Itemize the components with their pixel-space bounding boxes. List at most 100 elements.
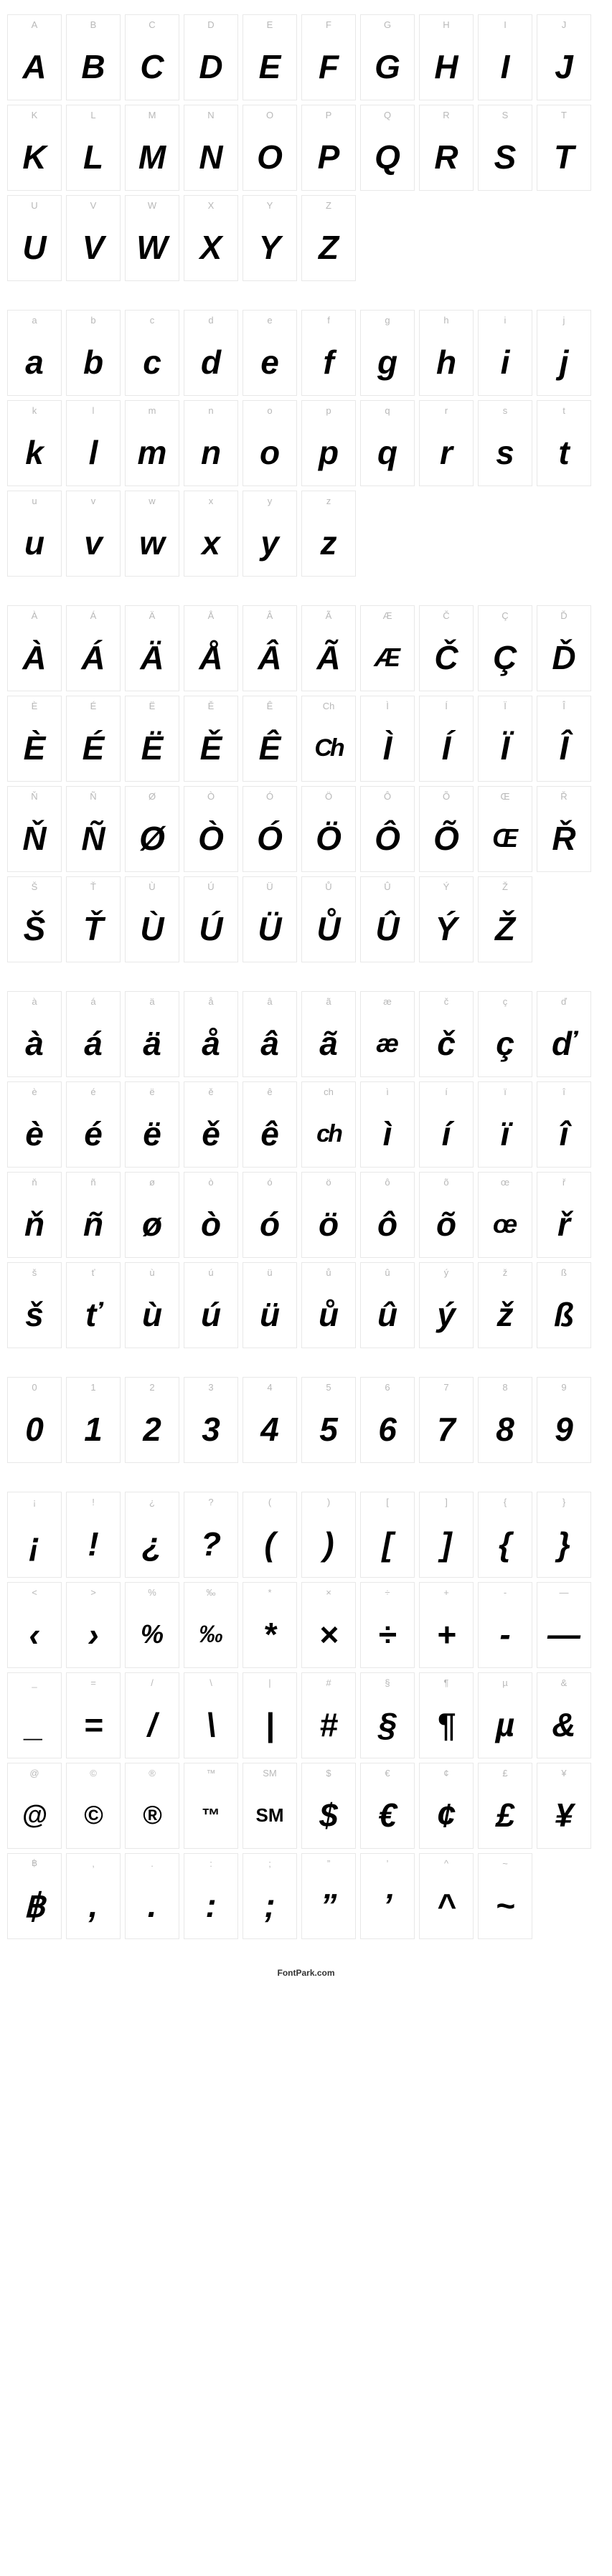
glyph: ÷ [361, 1601, 414, 1667]
glyph-label: Ř [537, 787, 590, 805]
glyph-cell: ÕÕ [419, 786, 474, 872]
glyph-cell: ££ [478, 1763, 532, 1849]
glyph: ů [302, 1282, 355, 1348]
glyph: Ch [302, 715, 355, 781]
glyph-label: 1 [67, 1378, 120, 1396]
glyph: , [67, 1872, 120, 1938]
glyph: B [67, 34, 120, 100]
glyph: J [537, 34, 590, 100]
glyph: l [67, 420, 120, 486]
glyph-cell: <‹ [7, 1582, 62, 1668]
glyph: _ [8, 1692, 61, 1758]
glyph: ’ [361, 1872, 414, 1938]
glyph-label: r [420, 401, 473, 420]
glyph-cell: ůů [301, 1262, 356, 1348]
glyph: ~ [479, 1872, 532, 1938]
glyph-cell: tt [537, 400, 591, 486]
glyph-cell: ãã [301, 991, 356, 1077]
glyph: ý [420, 1282, 473, 1348]
glyph-cell: TT [537, 105, 591, 191]
glyph-cell: @@ [7, 1763, 62, 1849]
glyph-cell: 99 [537, 1377, 591, 1463]
glyph-cell: LL [66, 105, 121, 191]
glyph-cell: ÇÇ [478, 605, 532, 691]
glyph-label: ] [420, 1492, 473, 1511]
glyph-cell: ää [125, 991, 179, 1077]
glyph-cell: ÁÁ [66, 605, 121, 691]
glyph: ç [479, 1010, 532, 1076]
glyph-label: % [126, 1583, 179, 1601]
glyph: Í [420, 715, 473, 781]
glyph: ď [537, 1010, 590, 1076]
glyph: ň [8, 1191, 61, 1257]
glyph: ë [126, 1101, 179, 1167]
glyph-label: § [361, 1673, 414, 1692]
glyph: : [184, 1872, 237, 1938]
glyph-cell: åå [184, 991, 238, 1077]
glyph-cell: ÛÛ [360, 876, 415, 962]
glyph: ¡ [8, 1511, 61, 1577]
glyph-cell: —— [537, 1582, 591, 1668]
glyph-cell: óó [243, 1172, 297, 1258]
glyph: 7 [420, 1396, 473, 1462]
glyph: Ž [479, 896, 532, 962]
glyph-label: â [243, 992, 296, 1010]
glyph-label: © [67, 1763, 120, 1782]
glyph-cell: ¶¶ [419, 1672, 474, 1758]
glyph: Ö [302, 805, 355, 871]
glyph: G [361, 34, 414, 100]
glyph-label: ú [184, 1263, 237, 1282]
glyph-label: Ö [302, 787, 355, 805]
glyph: q [361, 420, 414, 486]
glyph-cell: ûû [360, 1262, 415, 1348]
glyph: t [537, 420, 590, 486]
glyph-cell: ÷÷ [360, 1582, 415, 1668]
glyph-label: ) [302, 1492, 355, 1511]
glyph-cell: && [537, 1672, 591, 1758]
glyph-cell: EE [243, 14, 297, 100]
glyph-label: ž [479, 1263, 532, 1282]
glyph: T [537, 124, 590, 190]
glyph: n [184, 420, 237, 486]
glyph-label: V [67, 196, 120, 214]
glyph: g [361, 329, 414, 395]
glyph-cell: ôô [360, 1172, 415, 1258]
glyph: ch [302, 1101, 355, 1167]
glyph: ¢ [420, 1782, 473, 1848]
glyph: Ů [302, 896, 355, 962]
glyph-label: v [67, 491, 120, 510]
glyph-cell: bb [66, 310, 121, 396]
glyph-cell: êê [243, 1081, 297, 1168]
glyph-cell: ÈÈ [7, 696, 62, 782]
glyph-cell: ŮŮ [301, 876, 356, 962]
glyph-label: { [479, 1492, 532, 1511]
glyph-label: È [8, 696, 61, 715]
glyph-label: À [8, 606, 61, 625]
glyph-cell: řř [537, 1172, 591, 1258]
glyph-label: m [126, 401, 179, 420]
glyph-cell: 00 [7, 1377, 62, 1463]
glyph: Õ [420, 805, 473, 871]
glyph-cell: jj [537, 310, 591, 396]
glyph-label: 3 [184, 1378, 237, 1396]
glyph-cell: :: [184, 1853, 238, 1939]
glyph-label: š [8, 1263, 61, 1282]
glyph-label: ™ [184, 1763, 237, 1782]
glyph-cell: NN [184, 105, 238, 191]
glyph-label: Ú [184, 877, 237, 896]
glyph-cell: ÀÀ [7, 605, 62, 691]
glyph: V [67, 214, 120, 280]
glyph-cell: \\ [184, 1672, 238, 1758]
glyph-cell: îî [537, 1081, 591, 1168]
glyph: j [537, 329, 590, 395]
glyph-label: J [537, 15, 590, 34]
glyph-cell: UU [7, 195, 62, 281]
glyph: 8 [479, 1396, 532, 1462]
glyph-label: Ý [420, 877, 473, 896]
glyph-cell: 44 [243, 1377, 297, 1463]
glyph-label: 2 [126, 1378, 179, 1396]
glyph: © [67, 1782, 120, 1848]
glyph: Ě [184, 715, 237, 781]
glyph-label: — [537, 1583, 590, 1601]
glyph: Ť [67, 896, 120, 962]
